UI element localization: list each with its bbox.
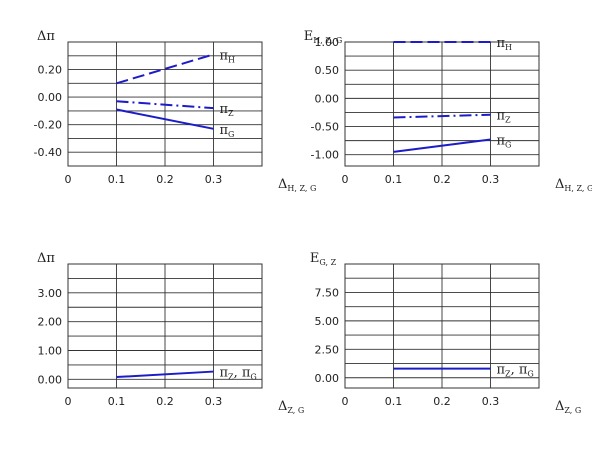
x-tick-label: 0.3: [205, 395, 223, 408]
series-label: πG: [220, 123, 235, 139]
x-tick-label: 0.2: [156, 395, 174, 408]
series-label-sub-2: G: [250, 373, 256, 382]
x-axis-title-sub: Z, G: [564, 406, 581, 415]
y-axis-title: Δπ: [37, 251, 55, 266]
plot-frame: [344, 41, 540, 167]
x-axis-title: ΔZ, G: [555, 399, 581, 415]
y-tick-label: 2.50: [315, 343, 340, 356]
series-label-separator: ,: [511, 363, 519, 378]
y-tick-label: 1.00: [315, 36, 340, 49]
y-axis-title-main: E: [304, 29, 314, 44]
series-line-g: [116, 108, 214, 130]
series-label-sub-2: G: [527, 370, 533, 379]
x-tick-label: 0: [65, 395, 72, 408]
y-tick-label: 2.00: [38, 316, 63, 329]
series-line-z: [393, 113, 491, 119]
series-line-g: [393, 138, 491, 153]
chart-panel-4: 7.505.002.500.000 0.1 0.2 0.3EG, ZΔZ, GπZ, …: [310, 251, 581, 415]
series-label-separator: ,: [234, 366, 242, 381]
x-tick-label: 0.2: [433, 173, 451, 186]
x-axis-title: ΔH, Z, G: [278, 177, 316, 193]
x-axis-title-main: Δ: [555, 177, 564, 192]
series-label-main: π: [220, 102, 229, 117]
x-tick-label: 0.3: [482, 173, 500, 186]
y-tick-label: -1.00: [311, 149, 339, 162]
x-axis-title-sub: H, Z, G: [287, 184, 316, 193]
series-label: πH: [220, 48, 236, 64]
x-axis-title-main: Δ: [555, 399, 564, 414]
y-axis-title-main: E: [310, 251, 320, 266]
plot-frame: [344, 263, 540, 389]
y-axis-title-sub: H, Z, G: [313, 36, 342, 45]
series-label-main: π: [220, 123, 229, 138]
series-label-sub: Z: [505, 370, 511, 379]
x-axis-title-main: Δ: [278, 399, 287, 414]
y-axis-title-main: Δπ: [37, 251, 55, 266]
x-axis-title-sub: Z, G: [287, 406, 304, 415]
series-label-sub: Z: [228, 373, 234, 382]
series-label-main: π: [220, 48, 229, 63]
x-tick-label: 0.3: [205, 173, 223, 186]
series-line-z: [116, 370, 214, 379]
plot-frame: [67, 41, 263, 167]
x-tick-label: 0.1: [108, 173, 126, 186]
y-axis-title: EH, Z, G: [304, 29, 342, 45]
x-tick-label: 0.1: [385, 173, 403, 186]
y-tick-label: -0.50: [311, 121, 339, 134]
series-label: πZ, πG: [497, 363, 534, 379]
x-axis-title-sub: H, Z, G: [564, 184, 592, 193]
series-label: πZ: [497, 109, 512, 125]
series-label-sub: G: [505, 141, 511, 150]
chart-panel-2: 1.000.500.00-0.50-1.000 0.1 0.2 0.3EH, Z, G…: [304, 29, 592, 193]
y-tick-label: -0.20: [34, 119, 62, 132]
y-axis-title: EG, Z: [310, 251, 337, 267]
series-label-main: π: [497, 134, 506, 149]
series-label-main: π: [497, 36, 506, 51]
y-tick-label: 0.00: [315, 372, 340, 385]
series-label-main: π: [497, 363, 506, 378]
x-tick-label: 0: [342, 395, 349, 408]
series-label-sub: H: [228, 55, 235, 64]
x-tick-label: 0: [65, 173, 72, 186]
y-tick-label: 0.00: [38, 373, 63, 386]
series-label-main-2: π: [519, 363, 528, 378]
x-axis-title: ΔH, Z, G: [555, 177, 592, 193]
series-label: πZ, πG: [220, 366, 257, 382]
series-label: πG: [497, 134, 512, 150]
series-label-main: π: [220, 366, 229, 381]
y-tick-label: 0.50: [315, 64, 340, 77]
series-label: πZ: [220, 102, 235, 118]
series-label-sub: Z: [505, 116, 511, 125]
x-tick-label: 0.3: [482, 395, 500, 408]
y-tick-label: 0.20: [38, 64, 63, 77]
x-axis-title-main: Δ: [278, 177, 287, 192]
x-tick-label: 0: [342, 173, 349, 186]
series-label-main-2: π: [242, 366, 251, 381]
y-axis-title-main: Δπ: [37, 29, 55, 44]
series-label-sub: Z: [228, 109, 234, 118]
x-tick-label: 0.2: [156, 173, 174, 186]
series-label-main: π: [497, 109, 506, 124]
plot-frame: [67, 263, 263, 389]
y-tick-label: 0.00: [315, 92, 340, 105]
y-tick-label: -0.40: [34, 146, 62, 159]
series-line-z: [116, 100, 214, 110]
series-label-sub: H: [505, 43, 512, 52]
y-tick-label: 0.00: [38, 91, 63, 104]
x-tick-label: 0.2: [433, 395, 451, 408]
y-axis-title: Δπ: [37, 29, 55, 44]
series-label-sub: G: [228, 130, 234, 139]
series-label: πH: [497, 36, 513, 52]
y-axis-title-sub: G, Z: [319, 258, 336, 267]
x-tick-label: 0.1: [108, 395, 126, 408]
y-tick-label: 3.00: [38, 287, 63, 300]
y-tick-label: 7.50: [315, 286, 340, 299]
x-tick-label: 0.1: [385, 395, 403, 408]
y-tick-label: 5.00: [315, 315, 340, 328]
x-axis-title: ΔZ, G: [278, 399, 304, 415]
y-tick-label: 1.00: [38, 345, 63, 358]
